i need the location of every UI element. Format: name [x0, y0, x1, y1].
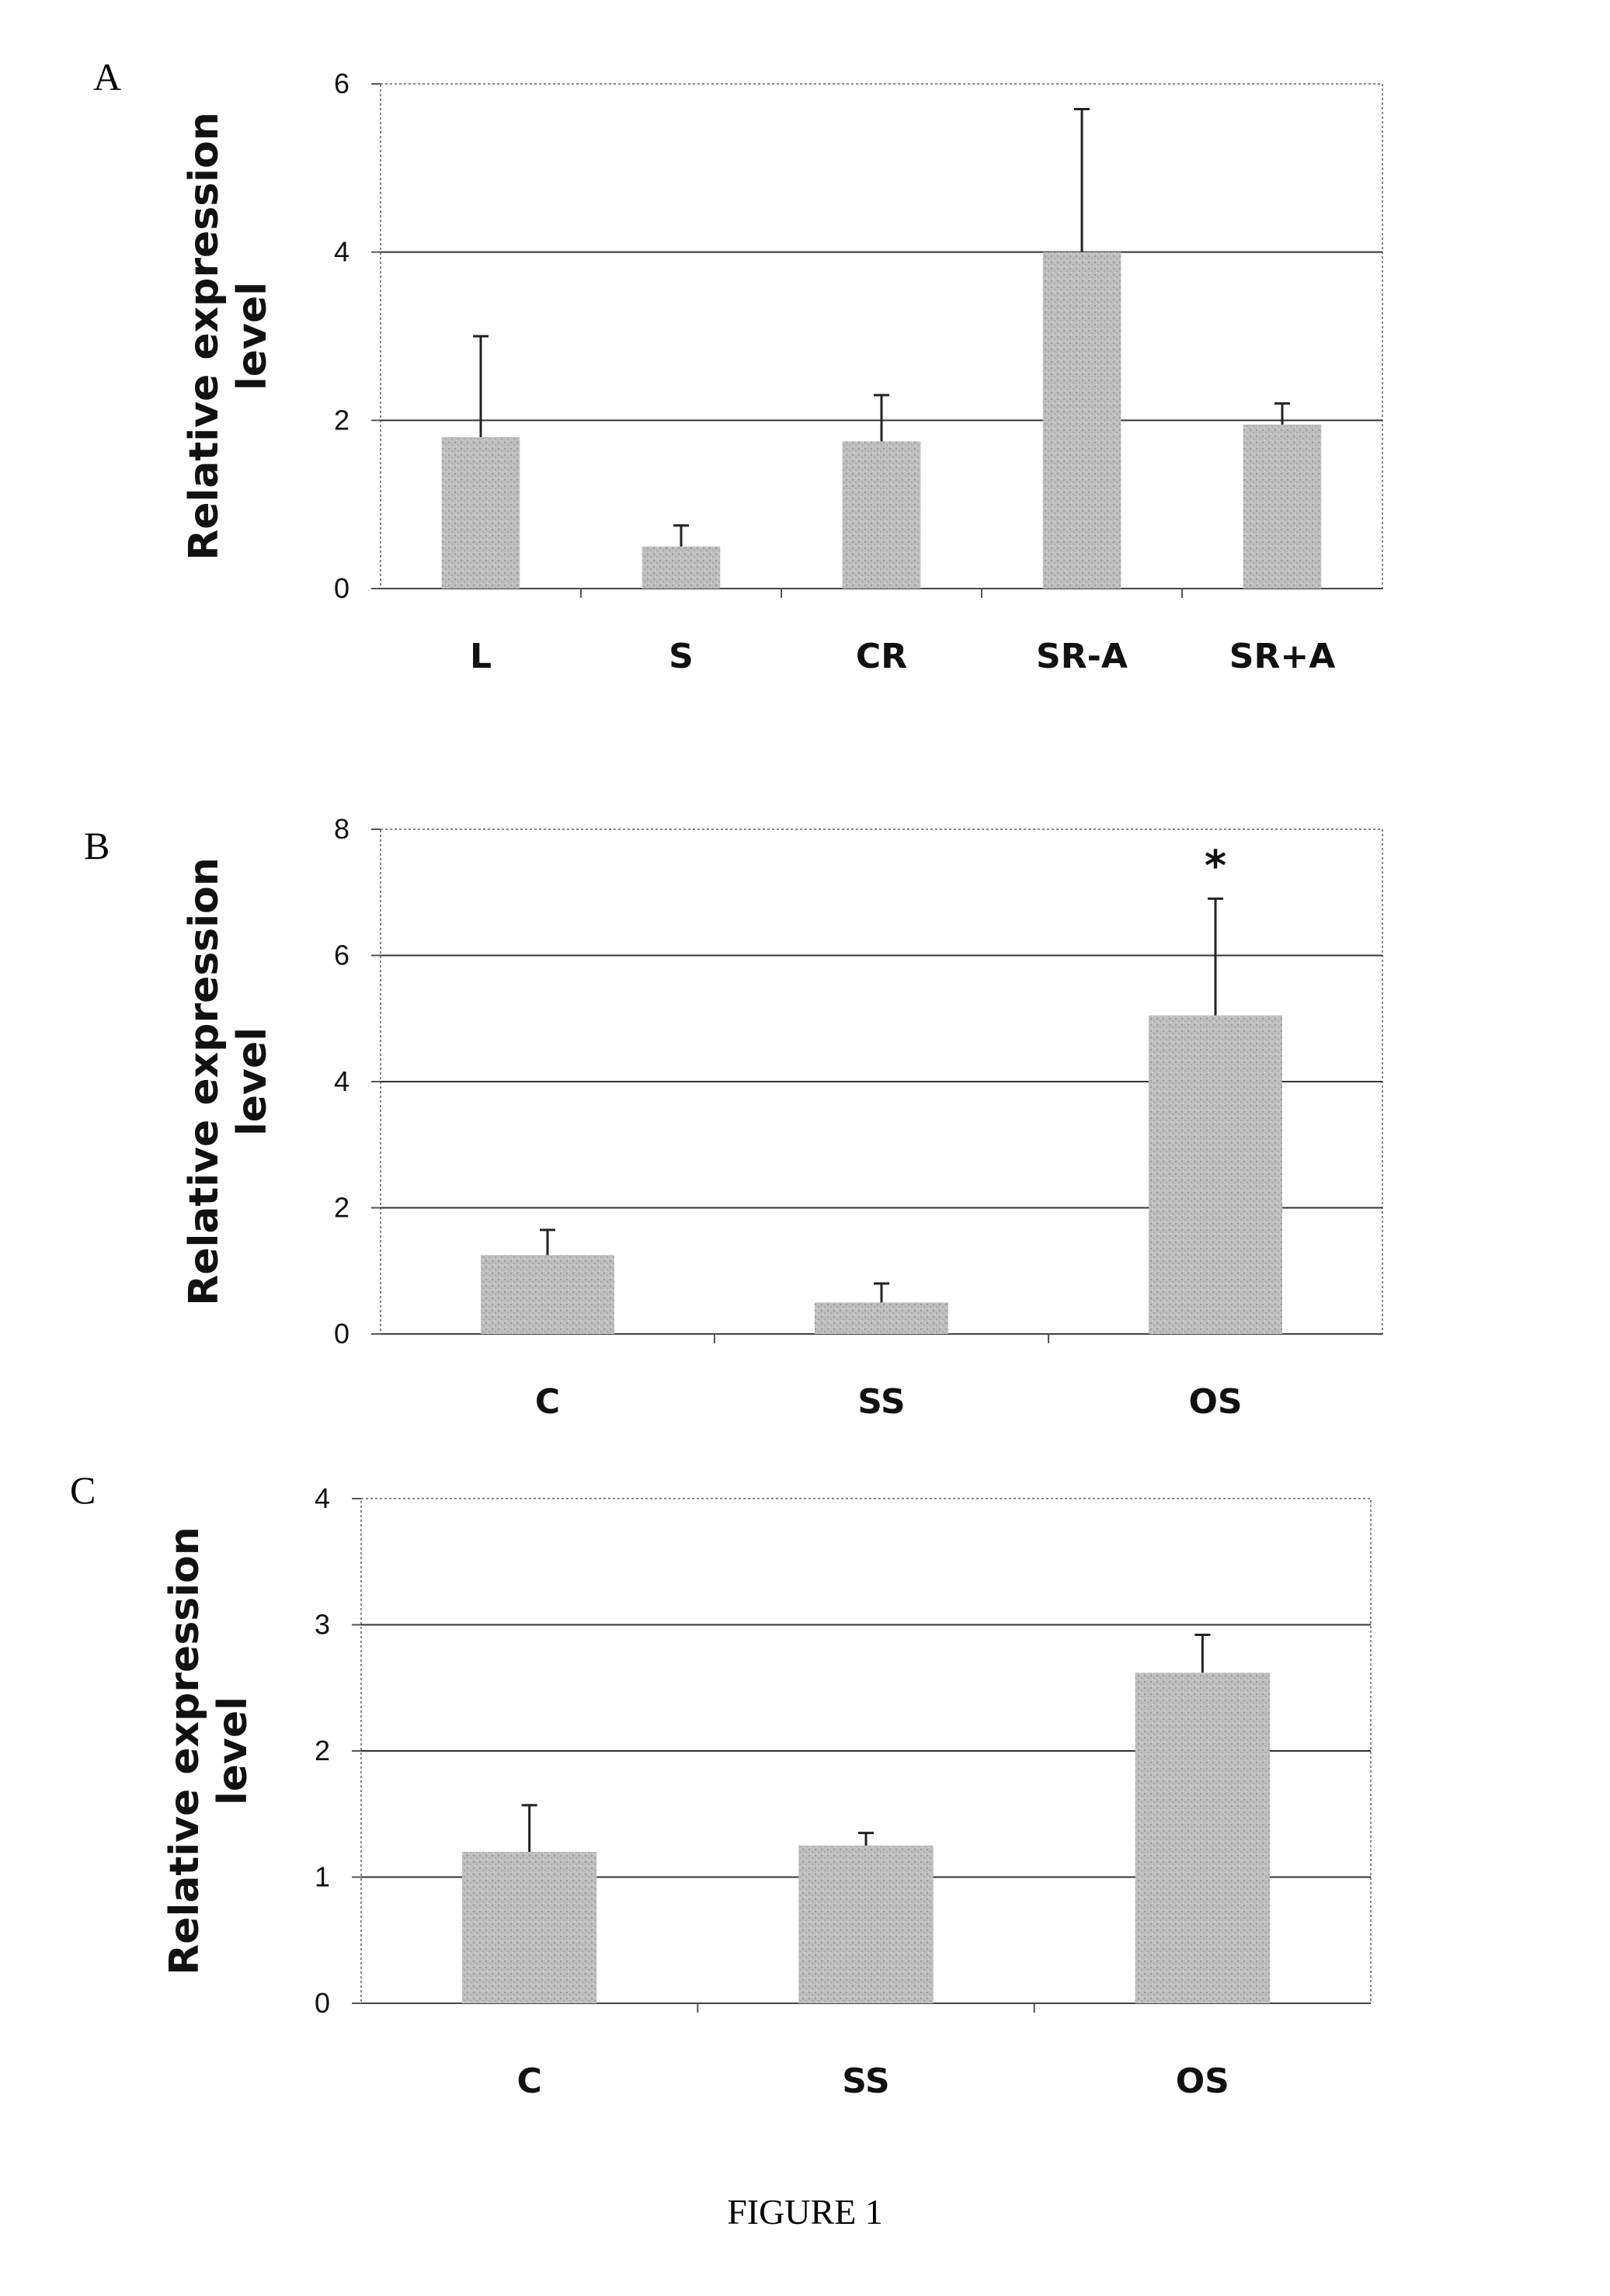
y-axis-label: Relative expressionlevel — [181, 857, 276, 1306]
y-tick-label: 2 — [315, 1735, 330, 1766]
bar-C — [481, 1255, 614, 1334]
y-tick-label: 2 — [334, 1192, 349, 1224]
bar-SR+A — [1243, 425, 1322, 589]
x-category-label: C — [517, 2062, 542, 2101]
bar-SS — [815, 1302, 948, 1334]
y-tick-label: 4 — [334, 236, 349, 268]
chart-panel-b: B 02468Relative expressionlevelCSSOS* — [0, 800, 1610, 1444]
y-axis-label-line1: Relative expression — [181, 857, 228, 1306]
y-axis-label-line2: level — [229, 282, 276, 391]
x-category-label: S — [669, 637, 694, 676]
y-tick-label: 8 — [334, 813, 349, 845]
y-tick-label: 4 — [315, 1482, 330, 1514]
y-tick-label: 0 — [334, 1318, 349, 1349]
y-axis-label-line1: Relative expression — [181, 112, 228, 561]
bar-SS — [798, 1846, 933, 2003]
chart-panel-c: C 0 1 2 3 4 Relative expressionlevel C SS OS — [0, 1444, 1610, 2120]
y-tick-label: 1 — [315, 1861, 330, 1893]
y-tick-label: 6 — [334, 940, 349, 971]
bar-chart-a: 0 2 4 6 Relative expressionlevel L S CR SR-A SR+A — [0, 0, 1610, 714]
bar-chart-c: 0 1 2 3 4 Relative expressionlevel C SS OS — [0, 1444, 1610, 2120]
x-category-label: OS — [1176, 2062, 1229, 2101]
y-tick-label: 0 — [315, 1987, 330, 2019]
x-category-label: L — [470, 637, 492, 676]
bar-CR — [843, 441, 921, 589]
chart-panel-a: A 0246Relative expressionlevelLSCRSR-ASR… — [0, 0, 1610, 714]
bar-chart-b: 0 2 4 6 8 Relative expressionlevel C SS OS * — [0, 800, 1610, 1444]
x-category-label: CR — [856, 637, 907, 676]
y-axis-label-line2: level — [210, 1697, 256, 1805]
bar-C — [462, 1852, 596, 2003]
x-category-label: SS — [842, 2062, 889, 2101]
x-category-label: SS — [857, 1382, 905, 1422]
figure-caption: FIGURE 1 — [0, 2191, 1610, 2232]
x-category-label: OS — [1188, 1382, 1242, 1422]
bar-OS — [1149, 1016, 1282, 1334]
bar-S — [642, 547, 721, 589]
bar-SR-A — [1043, 252, 1121, 589]
bar-L — [442, 437, 520, 589]
y-axis-label: Relative expressionlevel — [181, 112, 276, 561]
y-axis-label-line1: Relative expression — [162, 1527, 208, 1975]
bar-OS — [1135, 1673, 1270, 2003]
y-tick-label: 0 — [334, 572, 349, 604]
y-axis-label-line2: level — [229, 1027, 276, 1136]
y-tick-label: 2 — [334, 404, 349, 436]
y-tick-label: 6 — [334, 68, 349, 99]
x-category-label: SR+A — [1229, 637, 1336, 676]
y-axis-label: Relative expressionlevel — [162, 1527, 256, 1975]
x-category-label: C — [535, 1382, 560, 1422]
x-category-label: SR-A — [1036, 637, 1128, 676]
significance-marker: * — [1205, 841, 1226, 890]
y-tick-label: 4 — [334, 1065, 349, 1097]
y-tick-label: 3 — [315, 1609, 330, 1641]
